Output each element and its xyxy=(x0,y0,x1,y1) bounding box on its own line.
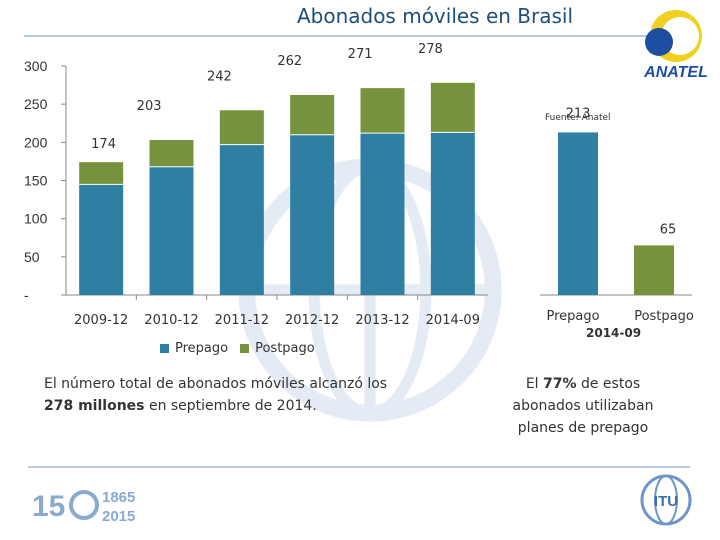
legend-label-prepago: Prepago xyxy=(175,341,229,356)
footer-divider xyxy=(28,466,690,468)
data-label-value: 65 xyxy=(660,222,677,237)
x-tick-label: 2013-12 xyxy=(355,313,409,328)
y-tick-label: - xyxy=(24,287,29,303)
bar-prepago-2014 xyxy=(558,132,598,295)
bar-prepago xyxy=(79,184,124,295)
bar-postpago xyxy=(290,95,335,135)
logo-year-end: 2015 xyxy=(102,508,135,525)
data-label-total: 278 xyxy=(418,42,443,57)
bar-prepago xyxy=(149,166,194,295)
bar-postpago xyxy=(219,110,264,145)
bar-prepago xyxy=(360,133,405,295)
note-prepaid-share: El 77% de estos abonados utilizaban plan… xyxy=(512,376,654,436)
source-note: Fuente: Anatel xyxy=(545,113,611,123)
bar-prepago xyxy=(430,132,475,295)
x-tick-label: 2012-12 xyxy=(285,313,339,328)
bar-postpago xyxy=(79,162,124,185)
bar-postpago xyxy=(430,82,475,133)
anatel-logo: ANATEL xyxy=(640,10,712,81)
x-tick-label: 2009-12 xyxy=(74,313,128,328)
bar-postpago xyxy=(360,88,405,134)
x-tick-label-2: Prepago xyxy=(546,309,599,324)
bar-postpago-2014 xyxy=(634,245,674,295)
bar-prepago xyxy=(290,134,335,295)
data-label-total: 242 xyxy=(207,69,232,84)
x-tick-label: 2010-12 xyxy=(144,313,198,328)
page-title: Abonados móviles en Brasil xyxy=(296,4,574,28)
logo-150-text: 15 xyxy=(32,490,65,523)
data-label-total: 262 xyxy=(277,54,302,69)
y-tick-label: 150 xyxy=(24,173,48,189)
anatel-logo-text: ANATEL xyxy=(643,64,708,81)
bar-postpago xyxy=(149,140,194,167)
y-tick-label: 50 xyxy=(24,249,40,265)
y-tick-label: 300 xyxy=(24,58,48,74)
data-label-total: 271 xyxy=(348,47,373,62)
itu-logo-icon: ITU xyxy=(640,474,692,526)
legend-label-postpago: Postpago xyxy=(255,341,315,356)
logo-year-start: 1865 xyxy=(102,489,135,506)
legend-swatch-postpago xyxy=(240,344,250,353)
stacked-bar-chart: - 50 100 150 200 250 300 174 2009-12 203 2010-12 24… xyxy=(24,42,488,328)
y-tick-label: 200 xyxy=(24,134,48,150)
itu-150-anniversary-logo: 15 1865 2015 xyxy=(32,489,135,525)
legend-swatch-prepago xyxy=(160,344,169,353)
itu-logo-text: ITU xyxy=(654,493,678,510)
y-tick-label: 100 xyxy=(24,211,48,227)
data-label-total: 174 xyxy=(91,137,116,152)
note-total-subscribers: El número total de abonados móviles alca… xyxy=(44,376,388,414)
x-tick-label-2: Postpago xyxy=(634,309,694,324)
x-tick-label: 2011-12 xyxy=(215,313,269,328)
chart-legend: Prepago Postpago xyxy=(160,341,315,356)
data-label-total: 203 xyxy=(137,99,162,114)
y-tick-label: 250 xyxy=(24,96,48,112)
prepago-postpago-chart: 213 Prepago 65 Postpago xyxy=(540,106,694,324)
period-label: 2014-09 xyxy=(586,326,642,340)
x-tick-label: 2014-09 xyxy=(426,313,480,328)
title-divider xyxy=(24,35,674,37)
bar-prepago xyxy=(219,144,264,295)
data-label-value: 213 xyxy=(566,106,591,121)
